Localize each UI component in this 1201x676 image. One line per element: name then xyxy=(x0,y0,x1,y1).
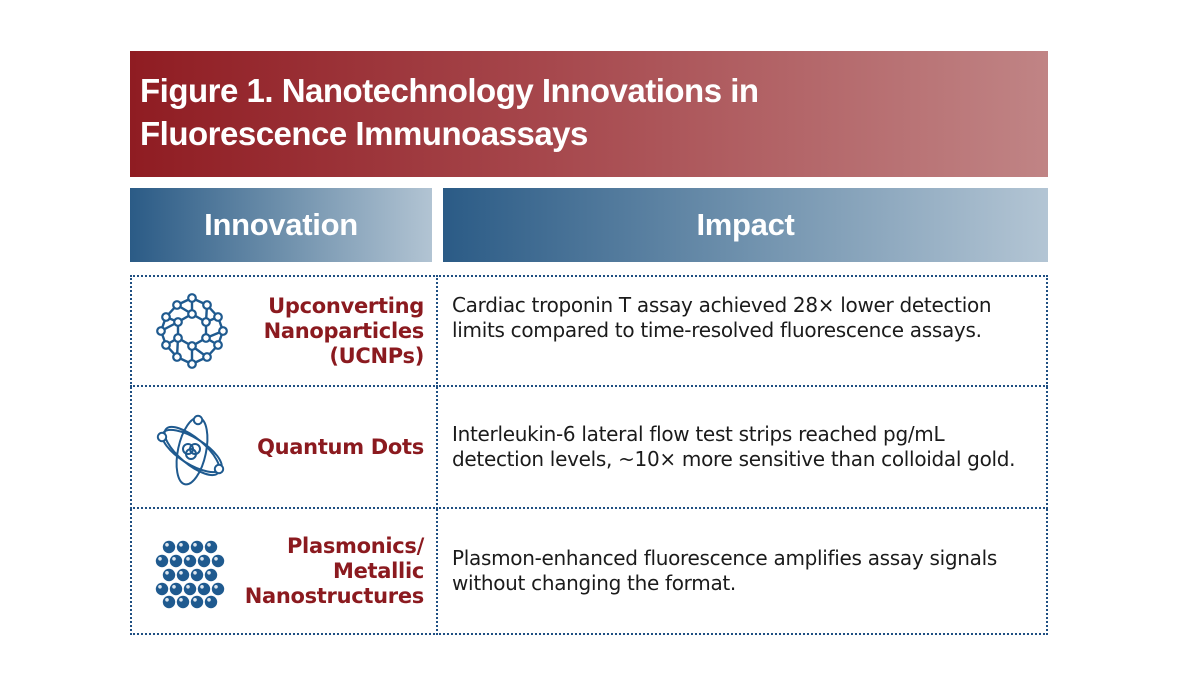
impact-column-header: Impact xyxy=(443,188,1048,262)
molecular-network-icon xyxy=(156,293,228,369)
innovation-cell: Plasmonics/ Metallic Nanostructures xyxy=(130,509,438,635)
innovation-column-header: Innovation xyxy=(130,188,432,262)
innovation-label-line: Plasmonics/ xyxy=(286,533,424,558)
innovation-label-line: Nanostructures xyxy=(244,583,425,608)
figure-title: Figure 1. Nanotechnology Innovations in … xyxy=(140,69,1038,155)
innovation-cell: Quantum Dots xyxy=(130,387,438,509)
atom-icon xyxy=(156,414,225,486)
table-row-quantum-dots: Quantum Dots Interleukin-6 lateral flow … xyxy=(130,387,1048,509)
innovation-label-ucnps: Upconverting Nanoparticles (UCNPs) xyxy=(263,277,425,385)
innovation-label-line: (UCNPs) xyxy=(329,343,424,368)
innovation-impact-table: Upconverting Nanoparticles (UCNPs) Cardi… xyxy=(130,275,1048,635)
impact-cell: Plasmon-enhanced fluorescence amplifies … xyxy=(436,509,1048,635)
figure-title-line-2: Fluorescence Immunoassays xyxy=(140,115,588,152)
innovation-label-line: Quantum Dots xyxy=(257,434,424,459)
table-row-ucnps: Upconverting Nanoparticles (UCNPs) Cardi… xyxy=(130,275,1048,387)
innovation-label-plasmonics: Plasmonics/ Metallic Nanostructures xyxy=(244,509,425,633)
impact-cell: Interleukin-6 lateral flow test strips r… xyxy=(436,387,1048,509)
table-row-plasmonics: Plasmonics/ Metallic Nanostructures Plas… xyxy=(130,509,1048,635)
impact-text-ucnps: Cardiac troponin T assay achieved 28× lo… xyxy=(452,293,992,342)
innovation-cell: Upconverting Nanoparticles (UCNPs) xyxy=(130,275,438,387)
innovation-label-line: Metallic xyxy=(333,558,424,583)
innovation-label-line: Upconverting xyxy=(268,293,424,318)
impact-text-plasmonics: Plasmon-enhanced fluorescence amplifies … xyxy=(452,546,997,595)
innovation-label-quantum-dots: Quantum Dots xyxy=(257,387,424,507)
impact-text-quantum-dots: Interleukin-6 lateral flow test strips r… xyxy=(452,422,1016,471)
impact-cell: Cardiac troponin T assay achieved 28× lo… xyxy=(436,275,1048,387)
figure-title-banner: Figure 1. Nanotechnology Innovations in … xyxy=(130,51,1048,177)
innovation-label-line: Nanoparticles xyxy=(263,318,425,343)
sphere-cluster-icon xyxy=(155,540,225,609)
figure-title-line-1: Figure 1. Nanotechnology Innovations in xyxy=(140,72,759,109)
